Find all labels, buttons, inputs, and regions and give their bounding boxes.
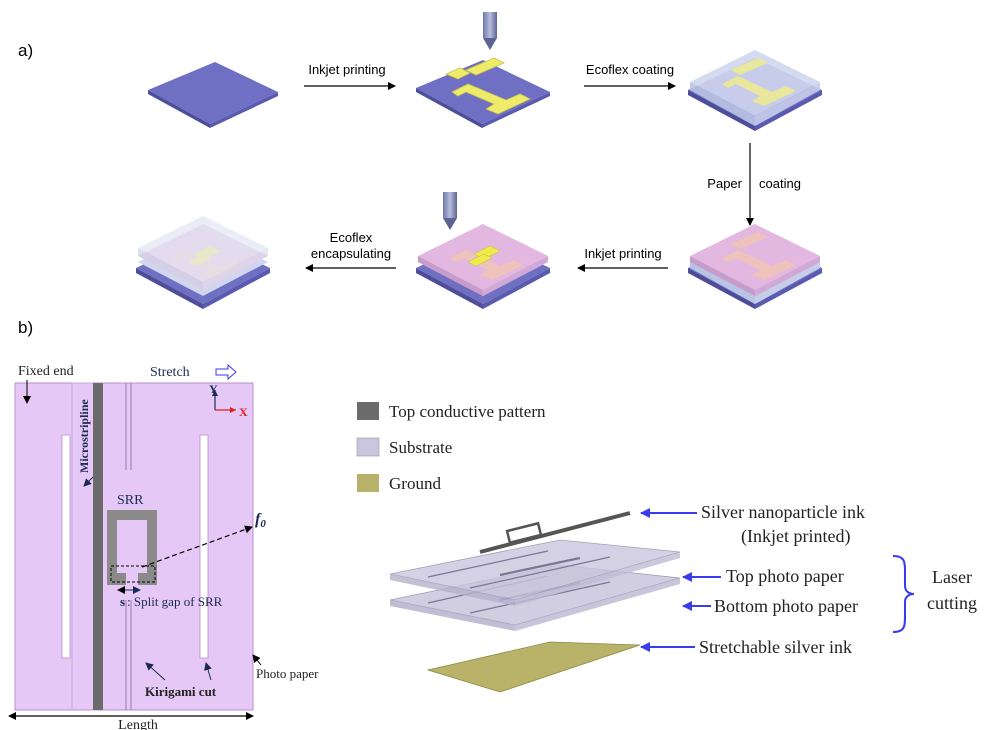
legend-label-ground: Ground	[389, 474, 441, 493]
layer-stack	[389, 511, 681, 693]
label-cutting: cutting	[927, 593, 977, 613]
label-split-gap-s: s	[120, 594, 125, 609]
panel-b-label: b)	[18, 318, 33, 337]
label-inkjet-printing-2: Inkjet printing	[584, 246, 661, 261]
panel-a-label: a)	[18, 41, 33, 60]
label-microstripline: Microstripline	[77, 399, 91, 473]
label-f0: f0	[255, 511, 266, 530]
label-bottom-photo-paper: Bottom photo paper	[714, 596, 858, 616]
legend-label-substrate: Substrate	[389, 438, 452, 457]
label-ecoflex-encapsulating-2: encapsulating	[311, 246, 391, 261]
step5-second-print	[416, 224, 550, 309]
srr-ring	[107, 510, 157, 585]
top-conductive-trace	[479, 511, 631, 554]
nozzle-icon	[483, 12, 497, 50]
label-srr: SRR	[117, 493, 144, 508]
step6-encapsulated	[136, 216, 270, 309]
srr-schematic	[8, 363, 262, 720]
label-length: Length	[118, 718, 158, 730]
label-ecoflex-encapsulating-1: Ecoflex	[330, 230, 373, 245]
stretch-arrow-icon	[215, 363, 237, 381]
label-axis-x: X	[239, 405, 248, 419]
label-kirigami-cut: Kirigami cut	[145, 684, 217, 699]
label-fixed-end: Fixed end	[18, 364, 74, 379]
photo-paper-sheet	[14, 382, 254, 711]
label-axis-y: Y	[209, 382, 218, 396]
label-paper-coating-right: coating	[759, 176, 801, 191]
label-paper-coating-left: Paper	[707, 176, 742, 191]
label-stretchable-ink: Stretchable silver ink	[699, 637, 852, 657]
step2-printed	[416, 57, 550, 128]
legend: Top conductive pattern Substrate Ground	[356, 402, 546, 493]
label-photo-paper: Photo paper	[256, 666, 319, 681]
legend-label-top-conductive: Top conductive pattern	[389, 402, 546, 421]
step3-ecoflex-coated	[688, 50, 822, 131]
label-top-photo-paper: Top photo paper	[726, 566, 844, 586]
label-laser: Laser	[932, 567, 972, 587]
label-inkjet-printing-1: Inkjet printing	[308, 62, 385, 77]
f0-arrow	[141, 525, 253, 568]
split-gap-box	[110, 565, 156, 583]
kirigami-slot-right	[199, 434, 209, 659]
legend-swatch-substrate	[356, 437, 380, 457]
legend-swatch-top-conductive	[357, 402, 379, 420]
step1-substrate	[148, 62, 278, 128]
label-silver-ink-2: (Inkjet printed)	[741, 526, 850, 547]
label-stretch: Stretch	[150, 365, 190, 380]
step4-paper-coated	[688, 224, 822, 309]
label-silver-ink-1: Silver nanoparticle ink	[701, 502, 865, 522]
nozzle-icon-2	[443, 192, 457, 230]
legend-swatch-ground	[357, 474, 379, 492]
label-split-gap: : Split gap of SRR	[127, 594, 223, 609]
laser-cutting-brace	[892, 555, 915, 633]
label-ecoflex-coating: Ecoflex coating	[586, 62, 674, 77]
microstripline-trace	[93, 383, 103, 710]
ground-layer	[426, 641, 641, 693]
kirigami-slot-left	[61, 434, 71, 659]
